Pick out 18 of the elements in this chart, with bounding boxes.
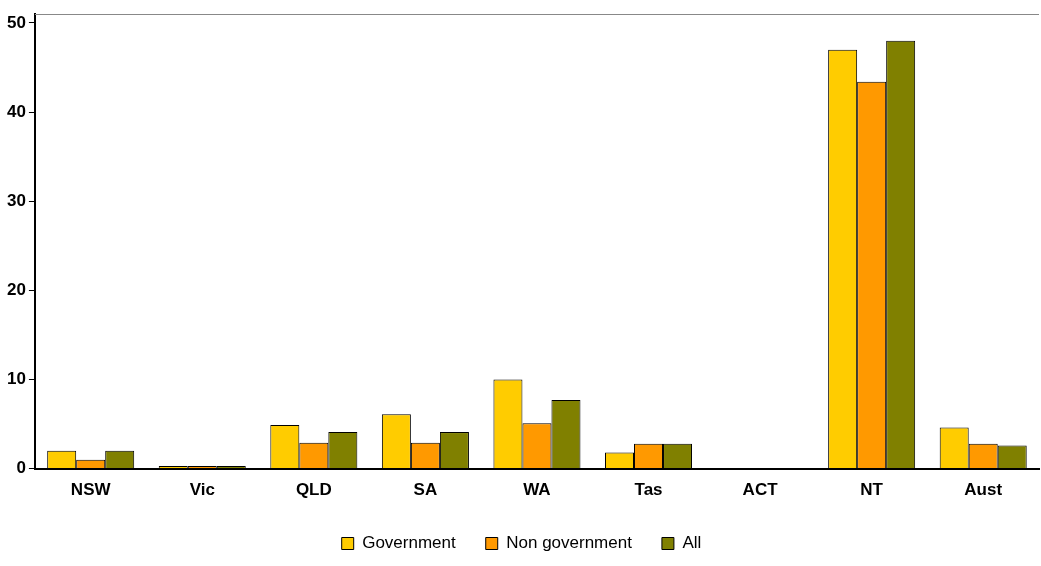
x-tick-label: NSW	[70, 480, 112, 500]
y-tick-label: 40	[6, 101, 26, 121]
y-tick-label: 50	[6, 12, 26, 32]
legend-label: Non government	[506, 533, 633, 553]
y-tick-label: 20	[6, 280, 26, 300]
x-tick-label: Aust	[964, 480, 1003, 500]
y-tick-label: 10	[6, 369, 26, 389]
x-tick-label: Vic	[189, 480, 215, 500]
legend-label: All	[682, 533, 702, 553]
x-tick-label: SA	[413, 480, 438, 500]
x-tick-label: Tas	[634, 480, 663, 500]
y-tick-label: 0	[16, 458, 26, 478]
x-tick-label: WA	[523, 480, 551, 500]
legend-label: Government	[362, 533, 457, 553]
x-tick-label: ACT	[742, 480, 779, 500]
y-tick-label: 30	[6, 190, 26, 210]
x-tick-label: NT	[860, 480, 884, 500]
x-tick-label: QLD	[295, 480, 332, 500]
